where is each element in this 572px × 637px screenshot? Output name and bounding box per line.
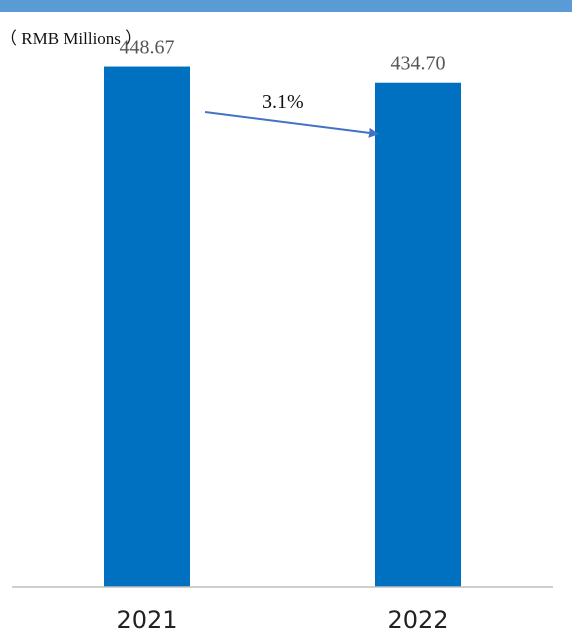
- unit-label: （ RMB Millions ）: [0, 29, 142, 48]
- change-label: 3.1%: [262, 91, 304, 113]
- value-label-2021: 448.67: [120, 37, 175, 59]
- value-label-2022: 434.70: [391, 53, 446, 75]
- bar-2022: [375, 82, 461, 588]
- top-accent-band: [0, 0, 572, 12]
- x-tick-label-2021: 2021: [116, 606, 177, 634]
- x-tick-label-2022: 2022: [387, 606, 448, 634]
- bar-2021: [104, 66, 190, 588]
- change-arrow: [204, 111, 379, 138]
